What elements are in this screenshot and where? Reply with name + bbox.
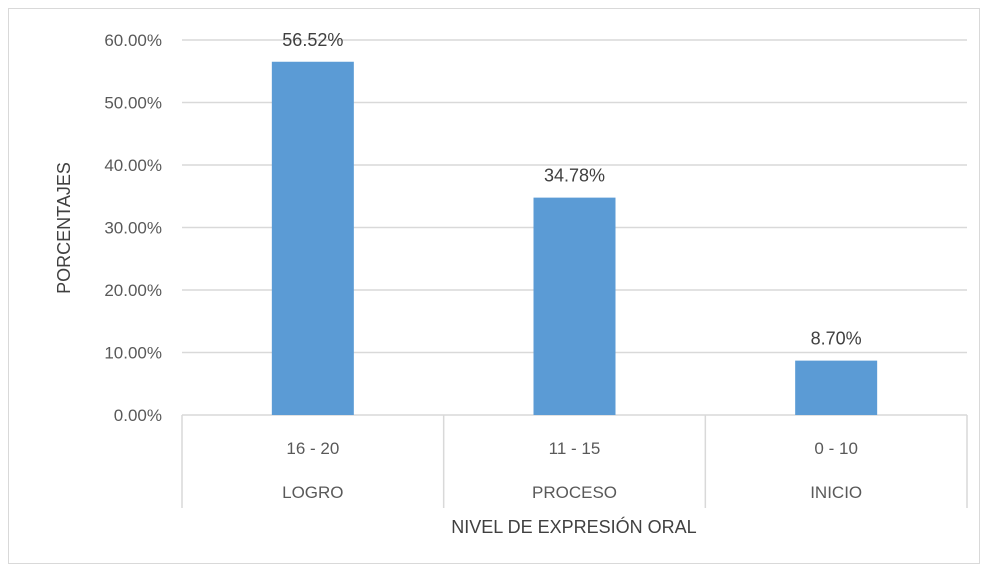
bar — [795, 360, 878, 415]
x-tick-label-group: PROCESO — [532, 483, 617, 502]
y-tick-label: 50.00% — [104, 94, 162, 113]
x-axis-title: NIVEL DE EXPRESIÓN ORAL — [451, 516, 696, 537]
data-label: 34.78% — [544, 166, 605, 186]
y-tick-label: 0.00% — [114, 406, 162, 425]
y-tick-label: 10.00% — [104, 344, 162, 363]
data-labels: 56.52% 34.78% 8.70% — [282, 30, 861, 349]
y-tick-label: 40.00% — [104, 156, 162, 175]
x-tick-label-range: 0 - 10 — [814, 439, 857, 458]
x-tick-label-range: 11 - 15 — [549, 439, 601, 458]
y-tick-label: 20.00% — [104, 281, 162, 300]
x-tick-label-group: INICIO — [810, 483, 862, 502]
data-label: 56.52% — [282, 30, 343, 50]
y-tick-label: 30.00% — [104, 219, 162, 238]
chart-frame — [8, 8, 980, 564]
bars — [271, 61, 878, 415]
y-axis-title: PORCENTAJES — [54, 162, 74, 294]
x-tick-label-group: LOGRO — [282, 483, 343, 502]
x-axis: 16 - 20 LOGRO 11 - 15 PROCESO 0 - 10 INICIO — [181, 415, 968, 508]
y-tick-label: 60.00% — [104, 31, 162, 50]
bar — [271, 61, 354, 415]
x-tick-label-range: 16 - 20 — [286, 439, 339, 458]
y-axis-tick-labels: 0.00% 10.00% 20.00% 30.00% 40.00% 50.00% 60.00… — [104, 31, 162, 425]
bar — [533, 197, 616, 415]
data-label: 8.70% — [811, 329, 862, 349]
